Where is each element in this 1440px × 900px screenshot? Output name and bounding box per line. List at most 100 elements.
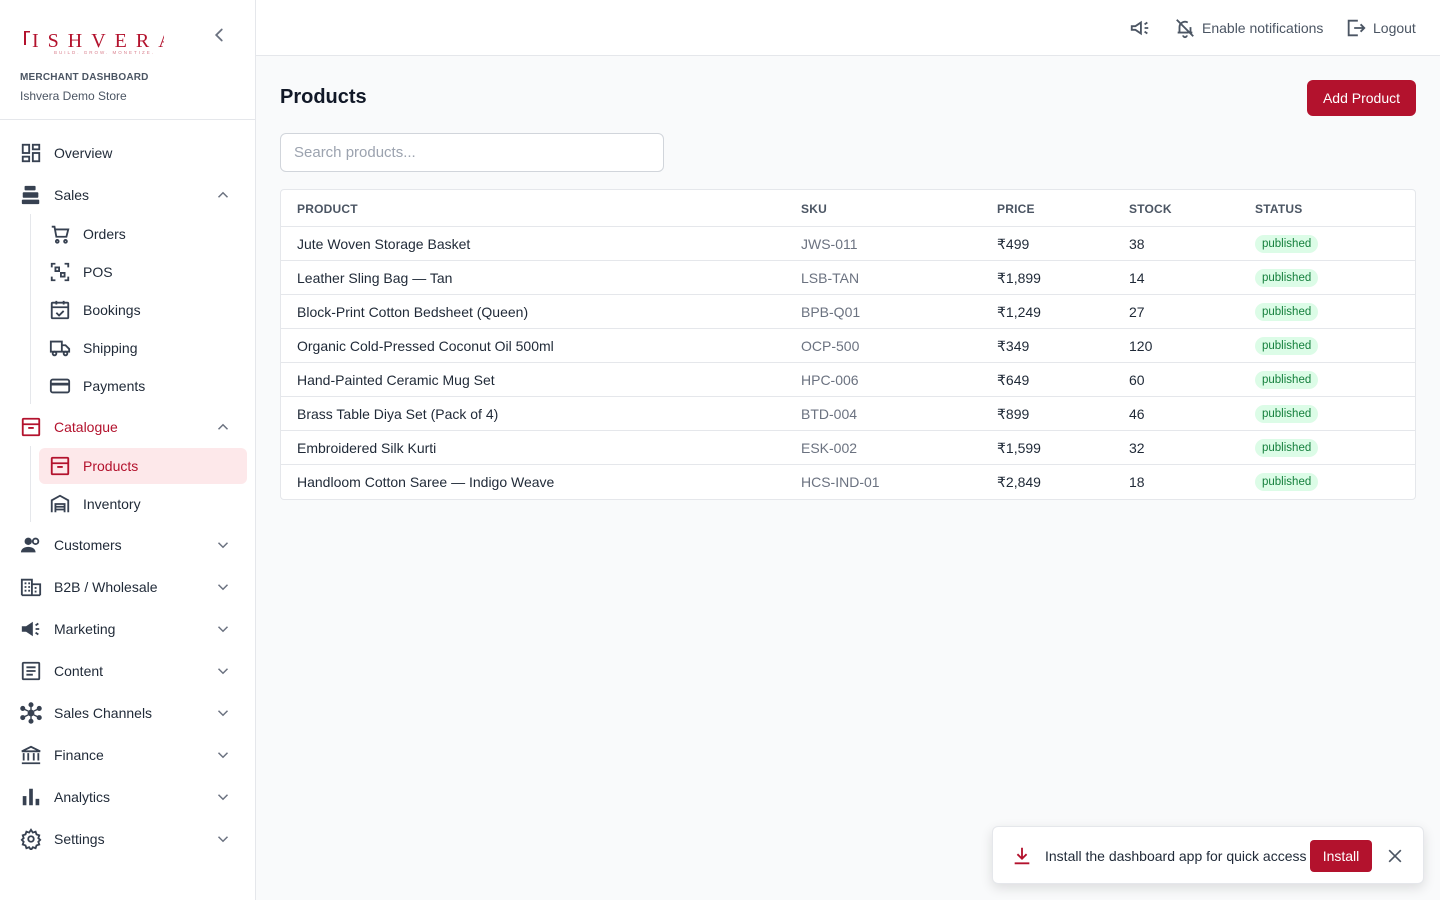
table-row[interactable]: Embroidered Silk Kurti ESK-002 ₹1,599 32 pub… [281,431,1415,465]
notifications-label: Enable notifications [1202,20,1324,36]
sidebar-item-label: Sales [54,187,90,203]
credit-card-icon [49,378,71,394]
sidebar-item-label: Shipping [83,340,138,356]
sidebar-item-label: POS [83,264,113,280]
table-body: Jute Woven Storage Basket JWS-011 ₹499 38 pu… [281,227,1415,499]
sidebar-item-products[interactable]: Products [39,448,247,484]
sidebar-item-marketing[interactable]: Marketing [10,611,246,647]
sidebar-item-customers[interactable]: Customers [10,527,246,563]
sidebar-item-analytics[interactable]: Analytics [10,779,246,815]
sidebar-item-label: Sales Channels [54,705,153,721]
sidebar-item-shipping[interactable]: Shipping [39,330,247,366]
cell-product: Organic Cold-Pressed Coconut Oil 500ml [297,338,554,354]
column-header-status[interactable]: STATUS [1255,202,1303,216]
enable-notifications-button[interactable]: Enable notifications [1174,16,1323,40]
sidebar-item-inventory[interactable]: Inventory [39,486,247,522]
table-row[interactable]: Hand-Painted Ceramic Mug Set HPC-006 ₹649 6… [281,363,1415,397]
page-title: Products [280,86,367,108]
table-row[interactable]: Organic Cold-Pressed Coconut Oil 500ml OC… [281,329,1415,363]
sidebar-item-label: Inventory [83,496,141,512]
chevron-down-icon[interactable] [214,746,232,764]
sidebar-item-settings[interactable]: Settings [10,821,246,857]
sidebar-item-sales[interactable]: Sales [10,177,246,213]
archive-icon [21,417,41,437]
cell-stock: 46 [1129,406,1145,422]
column-header-sku[interactable]: SKU [801,202,827,216]
chevron-down-icon[interactable] [214,536,232,554]
chevron-down-icon[interactable] [214,704,232,722]
cash-register-icon [21,185,40,205]
column-header-product[interactable]: PRODUCT [297,202,358,216]
cell-stock: 32 [1129,440,1145,456]
cell-sku: HPC-006 [801,372,859,388]
table-row[interactable]: Brass Table Diya Set (Pack of 4) BTD-004 ₹… [281,397,1415,431]
cell-product: Block-Print Cotton Bedsheet (Queen) [297,304,529,320]
table-row[interactable]: Leather Sling Bag — Tan LSB-TAN ₹1,899 14 pu… [281,261,1415,295]
sidebar-item-overview[interactable]: Overview [10,135,246,171]
install-app-toast: Install the dashboard app for quick acce… [992,826,1424,884]
chevron-down-icon[interactable] [214,578,232,596]
calendar-check-icon [50,300,70,320]
toast-message: Install the dashboard app for quick acce… [1045,848,1307,864]
cart-icon [51,225,70,244]
cell-sku: OCP-500 [801,338,860,354]
users-icon [20,537,40,553]
cell-product: Hand-Painted Ceramic Mug Set [297,372,495,388]
cell-sku: ESK-002 [801,440,858,456]
column-header-stock[interactable]: STOCK [1129,202,1172,216]
status-badge: published [1255,473,1319,491]
logout-label: Logout [1373,20,1416,36]
chevron-down-icon[interactable] [214,662,232,680]
chevron-down-icon[interactable] [214,830,232,848]
svg-text:BUILD. GROW. MONETIZE.: BUILD. GROW. MONETIZE. [54,50,155,55]
cell-price: ₹899 [997,406,1030,422]
products-table: PRODUCT SKU PRICE STOCK STATUS Jute Wove… [280,189,1416,500]
status-badge: published [1255,235,1319,253]
sidebar-item-orders[interactable]: Orders [39,216,247,252]
sidebar-item-label: Settings [54,831,105,847]
logout-button[interactable]: Logout [1345,16,1416,40]
cell-product: Handloom Cotton Saree — Indigo Weave [297,474,555,490]
status-badge: published [1255,405,1319,423]
ishvera-logo: ISHVERA BUILD. GROW. MONETIZE. [24,30,164,55]
search-input[interactable] [280,133,664,172]
sidebar-item-b2b-wholesale[interactable]: B2B / Wholesale [10,569,246,605]
sidebar-item-label: Finance [54,747,104,763]
warehouse-icon [50,494,70,513]
sidebar-item-bookings[interactable]: Bookings [39,292,247,328]
cell-stock: 27 [1129,304,1145,320]
cell-stock: 18 [1129,474,1145,490]
document-icon [21,661,41,681]
cell-price: ₹349 [997,338,1030,354]
top-bar: Enable notifications Logout [256,0,1440,56]
chevron-down-icon[interactable] [214,788,232,806]
sidebar-item-content[interactable]: Content [10,653,246,689]
sidebar-item-sales-channels[interactable]: Sales Channels [10,695,246,731]
cell-product: Embroidered Silk Kurti [297,440,437,456]
sidebar-item-label: Payments [83,378,146,394]
cell-sku: JWS-011 [801,236,858,252]
table-row[interactable]: Handloom Cotton Saree — Indigo Weave HCS-… [281,465,1415,499]
collapse-sidebar-button[interactable] [208,24,230,46]
column-header-price[interactable]: PRICE [997,202,1035,216]
install-button[interactable]: Install [1310,840,1372,872]
table-header: PRODUCT SKU PRICE STOCK STATUS [281,190,1415,227]
sidebar-item-catalogue[interactable]: Catalogue [10,409,246,445]
table-row[interactable]: Jute Woven Storage Basket JWS-011 ₹499 38 pu… [281,227,1415,261]
sidebar-item-label: Bookings [83,302,141,318]
close-icon[interactable] [1385,846,1405,866]
table-row[interactable]: Block-Print Cotton Bedsheet (Queen) BPB-Q… [281,295,1415,329]
chevron-up-icon[interactable] [214,186,232,204]
chevron-up-icon[interactable] [214,418,232,436]
announcements-button[interactable] [1129,16,1157,40]
status-badge: published [1255,371,1319,389]
dashboard-subtitle: MERCHANT DASHBOARD [20,72,149,83]
sidebar-item-finance[interactable]: Finance [10,737,246,773]
cell-price: ₹1,899 [997,270,1041,286]
chevron-down-icon[interactable] [214,620,232,638]
sidebar-item-payments[interactable]: Payments [39,368,247,404]
sidebar-item-label: Products [83,458,139,474]
cell-stock: 14 [1129,270,1145,286]
add-product-button[interactable]: Add Product [1307,80,1416,116]
sidebar-item-pos[interactable]: POS [39,254,247,290]
